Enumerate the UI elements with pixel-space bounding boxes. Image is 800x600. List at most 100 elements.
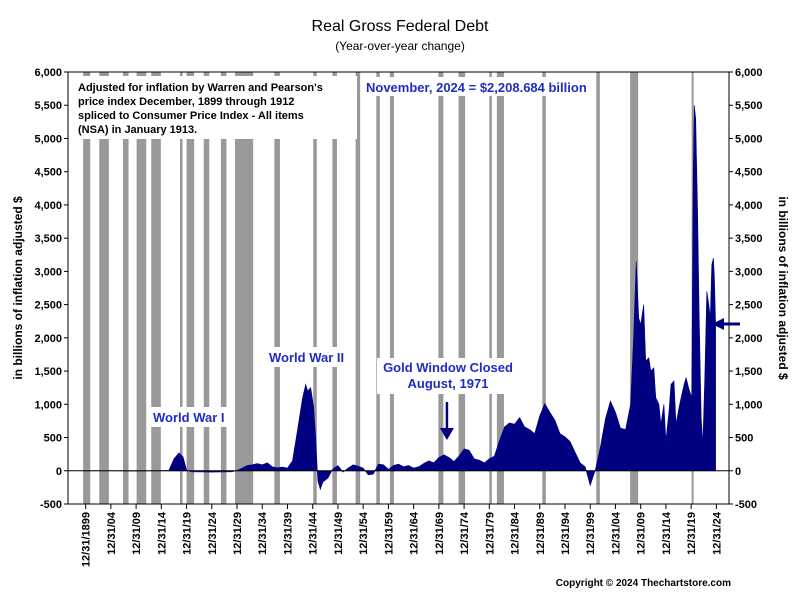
y-tick-label-right: 5,000 — [735, 133, 763, 145]
x-tick-label: 12/31/94 — [560, 511, 572, 555]
y-tick-label-left: 2,500 — [34, 300, 62, 312]
x-tick-label: 12/31/49 — [333, 512, 345, 555]
gold-line-1: August, 1971 — [408, 376, 489, 391]
y-tick-label-right: 6,000 — [735, 67, 763, 79]
recession-bands — [83, 72, 694, 504]
y-tick-label-left: 4,500 — [34, 167, 62, 179]
x-tick-label: 12/31/99 — [585, 512, 597, 555]
note-box — [73, 76, 357, 139]
recession-band-20 — [542, 72, 546, 504]
recession-band-8 — [220, 72, 227, 504]
recession-band-13 — [355, 72, 361, 504]
y-tick-label-right: 1,000 — [735, 399, 763, 411]
recession-band-21 — [596, 72, 600, 504]
y-tick-label-left: 3,000 — [34, 266, 62, 278]
recession-band-19 — [496, 72, 504, 504]
recession-band-18 — [489, 72, 492, 504]
y-tick-label-left: 5,500 — [34, 100, 62, 112]
note-line-0: Adjusted for inflation by Warren and Pea… — [78, 82, 323, 94]
x-tick-label: 12/31/79 — [484, 512, 496, 555]
recession-band-16 — [438, 72, 444, 504]
note-line-3: (NSA) in January 1913. — [78, 124, 197, 136]
x-tick-label: 12/31/29 — [232, 512, 244, 555]
y-tick-label-right: -500 — [735, 499, 757, 511]
y-tick-label-left: 4,000 — [34, 200, 62, 212]
ww1-box — [150, 407, 230, 427]
series-layer — [68, 105, 729, 491]
y-tick-label-left: 2,000 — [34, 333, 62, 345]
recession-band-22 — [630, 72, 639, 504]
y-axis-right: -500 0 500 1,000 1,500 2,000 2,500 3,000 3,500 4,… — [729, 67, 763, 511]
recession-band-4 — [151, 72, 161, 504]
x-tick-label: 12/31/04 — [106, 511, 118, 555]
recession-band-5 — [180, 72, 183, 504]
y-axis-left: -500 0 500 1,000 1,500 2,000 2,500 3,000 3,500 4,… — [34, 67, 68, 511]
ww2-box — [266, 347, 349, 367]
gold-line-0: Gold Window Closed — [383, 360, 513, 375]
recession-band-10 — [274, 72, 280, 504]
x-tick-label: 12/31/14 — [156, 511, 168, 555]
series-area-0 — [83, 105, 716, 491]
x-tick-label: 12/31/24 — [207, 511, 219, 555]
x-tick-label: 12/31/09 — [636, 512, 648, 555]
y-tick-label-left: 6,000 — [34, 67, 62, 79]
y-tick-label-right: 4,000 — [735, 200, 763, 212]
recession-band-15 — [389, 72, 394, 504]
plot-frame — [67, 71, 730, 505]
y-tick-label-left: -500 — [40, 499, 62, 511]
chart-title: Real Gross Federal Debt — [312, 18, 490, 35]
recession-band-11 — [313, 72, 317, 504]
x-tick-label: 12/31/34 — [257, 511, 269, 555]
recession-band-14 — [376, 72, 380, 504]
note-line-1: price index December, 1899 through 1912 — [78, 96, 294, 108]
x-tick-label: 12/31/89 — [535, 512, 547, 555]
copyright: Copyright © 2024 Thechartstore.com — [556, 578, 731, 589]
x-tick-label: 12/31/39 — [283, 512, 295, 555]
y-tick-label-left: 1,000 — [34, 399, 62, 411]
annotations: Adjusted for inflation by Warren and Pea… — [73, 76, 740, 440]
y-axis-label-left: in billions of inflation adjusted $ — [11, 196, 25, 380]
recession-band-3 — [136, 72, 147, 504]
latest-line-0: November, 2024 = $2,208.684 billion — [366, 80, 587, 95]
x-tick-label: 12/31/24 — [711, 511, 723, 555]
y-tick-label-right: 4,500 — [735, 167, 763, 179]
x-tick-label: 12/31/69 — [434, 512, 446, 555]
x-axis: 12/31/1899 12/31/04 12/31/09 12/31/14 12/31/… — [81, 504, 723, 567]
gold-arrow-head — [439, 428, 454, 440]
x-tick-label: 12/31/09 — [131, 512, 143, 555]
latest-arrow-head — [712, 317, 724, 330]
y-tick-label-right: 500 — [735, 433, 753, 445]
y-tick-label-right: 5,500 — [735, 100, 763, 112]
x-tick-label: 12/31/74 — [459, 511, 471, 555]
recession-band-9 — [235, 72, 254, 504]
x-tick-label: 12/31/64 — [409, 511, 421, 555]
gold-box — [377, 358, 519, 394]
y-tick-label-left: 500 — [44, 433, 62, 445]
x-tick-label: 12/31/14 — [661, 511, 673, 555]
recession-band-2 — [122, 72, 129, 504]
y-tick-label-right: 3,000 — [735, 266, 763, 278]
y-tick-label-right: 2,000 — [735, 333, 763, 345]
note-line-2: spliced to Consumer Price Index - All it… — [78, 110, 304, 122]
y-tick-label-left: 1,500 — [34, 366, 62, 378]
y-tick-label-right: 0 — [735, 466, 741, 478]
ww2-line-0: World War II — [269, 350, 344, 365]
x-tick-label: 12/31/1899 — [81, 512, 93, 567]
y-tick-label-left: 0 — [56, 466, 62, 478]
recession-band-6 — [186, 72, 195, 504]
x-tick-label: 12/31/19 — [182, 512, 194, 555]
recession-band-7 — [203, 72, 210, 504]
x-tick-label: 12/31/59 — [383, 512, 395, 555]
recession-band-1 — [99, 72, 109, 504]
y-tick-label-left: 3,500 — [34, 233, 62, 245]
x-tick-label: 12/31/19 — [686, 512, 698, 555]
recession-band-12 — [332, 72, 337, 504]
x-tick-label: 12/31/44 — [308, 511, 320, 555]
x-tick-label: 12/31/54 — [358, 511, 370, 555]
ww1-line-0: World War I — [153, 410, 225, 425]
y-tick-label-right: 1,500 — [735, 366, 763, 378]
x-tick-label: 12/31/84 — [510, 511, 522, 555]
chart-subtitle: (Year-over-year change) — [335, 39, 465, 53]
